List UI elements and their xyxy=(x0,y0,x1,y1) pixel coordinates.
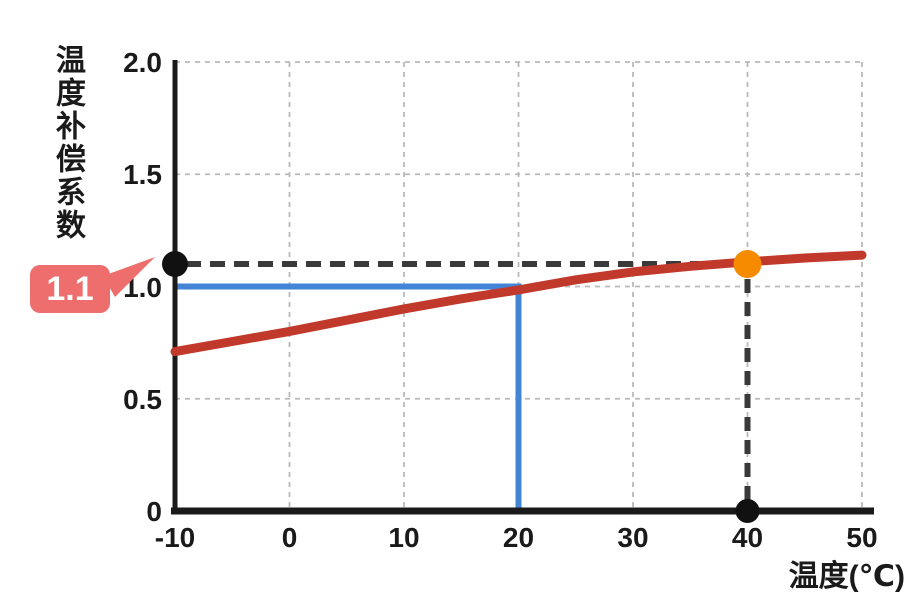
x-tick-label: 10 xyxy=(388,522,420,553)
x-tick-label: 0 xyxy=(281,522,298,553)
y-axis-point xyxy=(162,251,188,278)
x-tick-label: 20 xyxy=(502,522,535,553)
x-tick-label: 50 xyxy=(846,522,878,553)
x-axis-point xyxy=(735,499,760,523)
x-tick-label: 40 xyxy=(731,522,764,553)
y-tick-label: 0 xyxy=(146,496,162,527)
x-tick-label: -10 xyxy=(154,522,196,553)
x-axis-title: 温度(℃) xyxy=(788,560,905,593)
x-tick-label: 30 xyxy=(617,522,649,553)
callout-badge: 1.1 xyxy=(30,265,110,313)
callout-value: 1.1 xyxy=(46,269,94,308)
y-tick-label: 1.5 xyxy=(123,159,162,191)
y-tick-label: 0.5 xyxy=(123,383,162,415)
y-axis-title: 温度补偿系数 xyxy=(51,44,84,242)
y-tick-label: 2.0 xyxy=(123,47,162,78)
highlight-point xyxy=(733,250,762,279)
callout-pointer-icon xyxy=(103,257,155,297)
